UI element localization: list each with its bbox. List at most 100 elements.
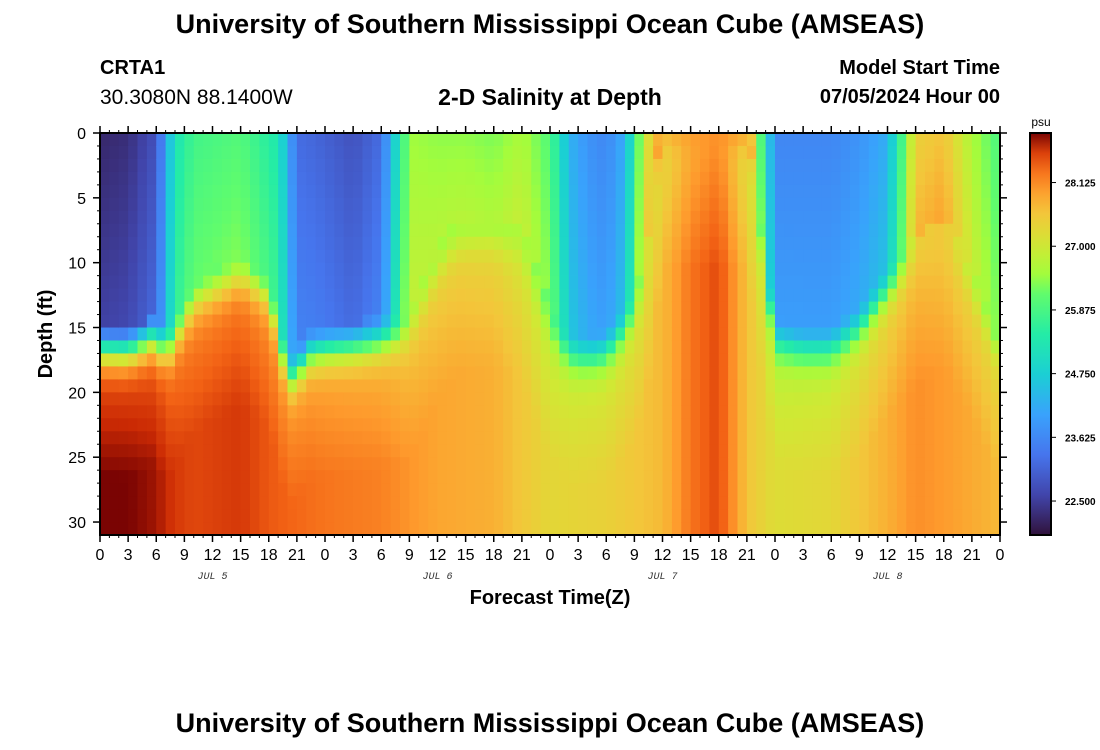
heatmap-cell (381, 158, 392, 173)
heatmap-cell (981, 262, 992, 277)
heatmap-cell (859, 379, 870, 393)
heatmap-cell (868, 444, 879, 458)
heatmap-cell (240, 418, 251, 432)
heatmap-cell (259, 470, 270, 484)
heatmap-cell (484, 275, 495, 290)
heatmap-cell (662, 223, 673, 238)
heatmap-cell (550, 379, 560, 393)
heatmap-cell (662, 457, 673, 471)
heatmap-cell (606, 379, 617, 393)
heatmap-cell (240, 249, 251, 264)
heatmap-cell (409, 379, 420, 393)
heatmap-cell (343, 210, 354, 225)
heatmap-cell (681, 210, 692, 225)
heatmap-cell (728, 145, 739, 160)
heatmap-cell (934, 184, 945, 199)
heatmap-cell (240, 197, 251, 212)
heatmap-cell (437, 275, 448, 290)
heatmap-cell (212, 158, 223, 173)
heatmap-cell (456, 405, 467, 419)
heatmap-cell (906, 444, 917, 458)
heatmap-cell (634, 418, 645, 432)
heatmap-cell (568, 496, 579, 510)
heatmap-cell (746, 509, 757, 523)
heatmap-cell (634, 184, 645, 199)
heatmap-cell (962, 262, 973, 277)
heatmap-cell (803, 275, 814, 290)
colorbar-unit: psu (1031, 115, 1050, 129)
heatmap-cell (878, 405, 889, 419)
heatmap-cell (671, 470, 682, 484)
heatmap-cell (559, 470, 570, 484)
heatmap-cell (737, 145, 748, 160)
heatmap-cell (484, 314, 495, 329)
heatmap-cell (325, 366, 335, 380)
heatmap-cell (343, 392, 354, 406)
heatmap-cell (100, 418, 110, 432)
heatmap-cell (690, 133, 701, 147)
heatmap-cell (315, 145, 326, 160)
heatmap-cell (118, 210, 129, 225)
heatmap-cell (568, 431, 579, 445)
heatmap-cell (859, 133, 870, 147)
heatmap-cell (990, 483, 1000, 497)
heatmap-cell (146, 340, 157, 355)
heatmap-cell (662, 145, 673, 160)
heatmap-cell (465, 405, 476, 419)
heatmap-cell (971, 275, 982, 290)
heatmap-cell (296, 236, 307, 251)
heatmap-cell (878, 301, 889, 316)
heatmap-cell (325, 236, 335, 251)
heatmap-cell (981, 483, 992, 497)
heatmap-cell (915, 236, 926, 251)
heatmap-cell (259, 145, 270, 160)
heatmap-cell (831, 262, 842, 277)
heatmap-cell (550, 171, 560, 186)
heatmap-cell (137, 236, 148, 251)
heatmap-cell (531, 288, 542, 303)
heatmap-cell (578, 145, 589, 160)
heatmap-cell (690, 418, 701, 432)
heatmap-cell (878, 171, 889, 186)
heatmap-cell (100, 158, 110, 173)
heatmap-cell (371, 431, 382, 445)
heatmap-cell (343, 327, 354, 342)
heatmap-cell (765, 353, 776, 368)
heatmap-cell (212, 301, 223, 316)
heatmap-cell (578, 327, 589, 342)
heatmap-cell (962, 340, 973, 355)
heatmap-cell (990, 171, 1000, 186)
heatmap-cell (550, 392, 560, 406)
heatmap-cell (934, 210, 945, 225)
heatmap-cell (531, 327, 542, 342)
heatmap-cell (109, 379, 120, 393)
heatmap-cell (250, 262, 260, 277)
heatmap-cell (587, 262, 598, 277)
heatmap-cell (896, 184, 907, 199)
heatmap-cell (887, 431, 898, 445)
heatmap-cell (578, 158, 589, 173)
heatmap-cell (175, 197, 185, 212)
heatmap-cell (615, 158, 626, 173)
heatmap-cell (334, 457, 345, 471)
heatmap-cell (409, 158, 420, 173)
heatmap-cell (250, 509, 260, 523)
heatmap-cell (784, 249, 795, 264)
heatmap-cell (296, 262, 307, 277)
heatmap-cell (709, 133, 720, 147)
heatmap-cell (681, 457, 692, 471)
heatmap-cell (850, 522, 860, 535)
heatmap-cell (118, 444, 129, 458)
heatmap-cell (681, 133, 692, 147)
heatmap-cell (831, 418, 842, 432)
heatmap-cell (456, 171, 467, 186)
heatmap-cell (428, 314, 439, 329)
heatmap-cell (625, 340, 635, 355)
heatmap-cell (240, 236, 251, 251)
x-tick-label: 3 (799, 547, 808, 564)
heatmap-cell (971, 223, 982, 238)
heatmap-cell (634, 431, 645, 445)
heatmap-cell (343, 457, 354, 471)
heatmap-cell (812, 418, 823, 432)
heatmap-cell (634, 522, 645, 535)
